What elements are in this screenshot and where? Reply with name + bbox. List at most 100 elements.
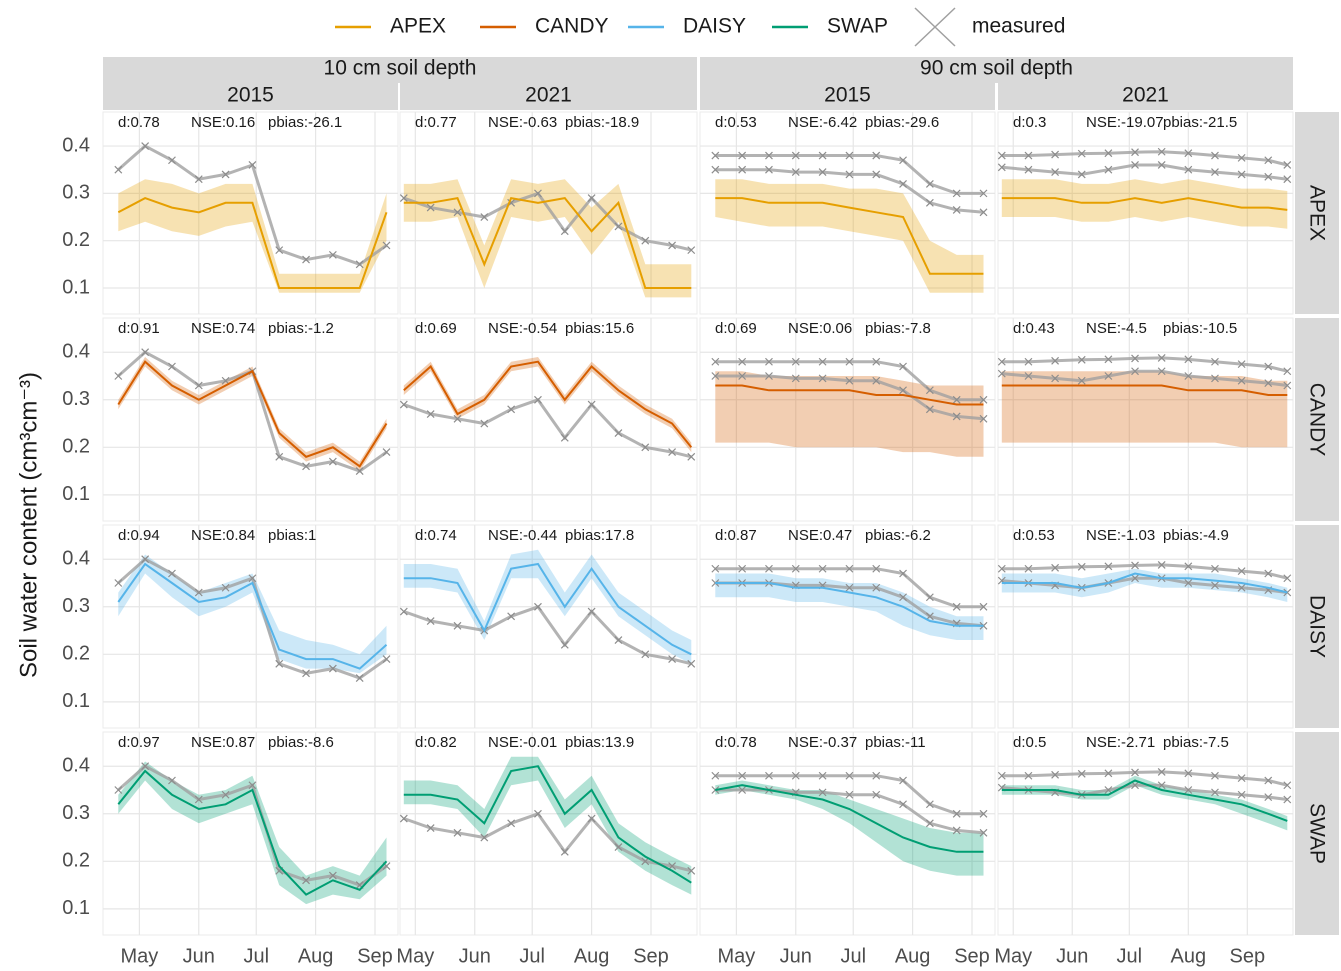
measured-point (194, 588, 203, 597)
measured-point (480, 213, 489, 221)
measured-point (453, 414, 462, 423)
measured-point (507, 612, 516, 621)
measured-point (687, 659, 696, 668)
strip-label: 10 cm soil depth (324, 57, 477, 80)
stat-label: NSE:-0.44 (488, 527, 557, 544)
measured-point (328, 457, 337, 466)
measured-point (1264, 172, 1273, 181)
strip (700, 57, 1293, 83)
measured-point (765, 372, 773, 380)
y-tick-label: 0.4 (62, 134, 90, 156)
measured-point (453, 828, 462, 837)
y-tick-label: 0.2 (62, 436, 90, 458)
measured-point (997, 357, 1006, 366)
x-tick-label: Jun (183, 945, 215, 967)
stat-label: d:0.69 (415, 320, 457, 337)
measured-point (1157, 768, 1166, 776)
legend-label: DAISY (683, 15, 746, 38)
measured-point (1157, 561, 1166, 569)
measured-point (1024, 372, 1033, 380)
measured-point (614, 843, 623, 851)
measured-point (899, 569, 907, 578)
uncertainty-band (403, 549, 692, 664)
y-tick-label: 0.1 (62, 897, 90, 919)
measured-point (818, 168, 827, 177)
y-tick-label: 0.2 (62, 850, 90, 872)
measured-point (328, 871, 337, 880)
measured-point (453, 208, 462, 217)
measured-point (399, 194, 408, 203)
x-tick-label: Jul (1117, 945, 1143, 967)
measured-point (791, 168, 800, 177)
strip-label: 2021 (1122, 84, 1169, 107)
measured-point (1237, 583, 1246, 592)
measured-line (1001, 369, 1288, 387)
measured-point (248, 781, 257, 790)
uncertainty-band (715, 780, 984, 876)
measured-point (328, 664, 337, 673)
measured-point (275, 659, 284, 668)
measured-point (687, 246, 696, 255)
measured-point (1283, 795, 1292, 804)
measured-point (1211, 374, 1219, 383)
measured-point (845, 170, 854, 179)
measured-point (221, 170, 230, 179)
measured-point (1131, 561, 1139, 570)
measured-point (845, 357, 854, 366)
stat-label: d:0.3 (1013, 114, 1046, 131)
measured-line (1001, 576, 1288, 594)
measured-line (1001, 770, 1288, 787)
measured-point (1211, 771, 1219, 780)
strip (400, 83, 697, 110)
measured-point (1131, 161, 1139, 169)
stat-label: NSE:0.06 (788, 320, 852, 337)
strip (1295, 318, 1339, 521)
stat-label: pbias:-7.8 (865, 320, 931, 337)
measured-point (534, 602, 542, 611)
y-tick-label: 0.1 (62, 483, 90, 505)
measured-point (1237, 790, 1246, 799)
measured-point (141, 555, 150, 564)
measured-line (1001, 150, 1288, 167)
y-tick-label: 0.1 (62, 690, 90, 712)
measured-point (1157, 354, 1166, 362)
measured-point (1024, 165, 1033, 174)
measured-point (668, 448, 677, 456)
measured-point (765, 564, 773, 573)
measured-point (899, 776, 907, 785)
measured-point (221, 790, 230, 799)
x-tick-label: May (396, 945, 434, 967)
measured-point (141, 348, 150, 357)
measured-point (1211, 564, 1219, 573)
legend-label: APEX (390, 15, 446, 38)
stat-label: pbias:-10.5 (1163, 320, 1237, 337)
strip-label: 90 cm soil depth (920, 57, 1073, 80)
measured-point (426, 203, 435, 212)
measured-line (403, 812, 692, 873)
x-tick-label: Jul (840, 945, 866, 967)
y-tick-label: 0.3 (62, 182, 90, 204)
x-tick-label: Jun (780, 945, 812, 967)
measured-point (1051, 168, 1060, 177)
measured-point (765, 165, 773, 174)
measured-point (507, 405, 516, 414)
uncertainty-band (118, 761, 387, 905)
measured-point (1157, 367, 1166, 376)
measured-point (997, 151, 1006, 160)
measured-point (1131, 781, 1139, 790)
measured-point (738, 786, 747, 794)
measured-point (302, 255, 310, 264)
measured-line (1001, 356, 1288, 373)
measured-line (1001, 163, 1288, 181)
stat-label: pbias:13.9 (565, 734, 634, 751)
measured-point (453, 621, 462, 630)
measured-point (355, 260, 364, 269)
measured-point (997, 771, 1006, 780)
stat-label: d:0.78 (715, 734, 757, 751)
measured-point (818, 771, 827, 780)
measured-point (302, 462, 310, 471)
stat-label: NSE:0.74 (191, 320, 255, 337)
measured-point (587, 607, 596, 616)
strip-label: APEX (1305, 185, 1328, 241)
measured-point (818, 151, 827, 160)
